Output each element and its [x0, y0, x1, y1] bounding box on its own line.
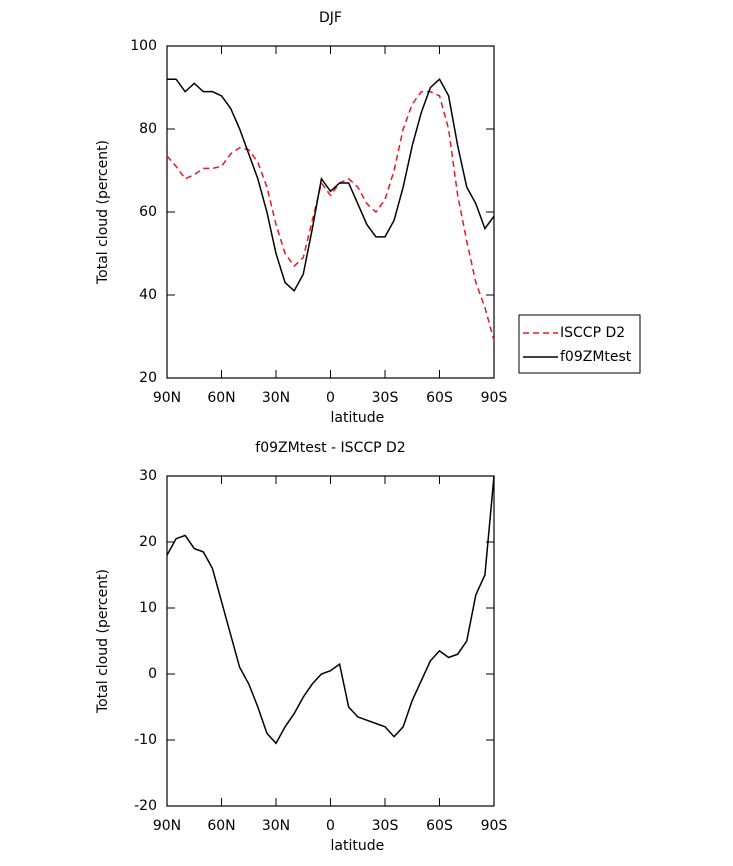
y-tick-label: -10: [134, 732, 157, 748]
x-tick-label: 90N: [153, 390, 181, 406]
x-tick-label: 30S: [372, 390, 399, 406]
y-tick-label: 20: [139, 534, 157, 550]
x-tick-label: 30S: [372, 818, 399, 834]
x-tick-label: 60S: [426, 818, 453, 834]
y-tick-label: 0: [148, 666, 157, 682]
x-tick-label: 90S: [481, 390, 508, 406]
y-tick-label: 30: [139, 468, 157, 484]
x-tick-label: 60N: [207, 818, 235, 834]
y-tick-label: 10: [139, 600, 157, 616]
plot-frame: [166, 45, 495, 379]
x-tick-label: 30N: [262, 818, 290, 834]
x-tick-label: 0: [326, 818, 335, 834]
y-tick-label: -20: [134, 798, 157, 814]
x-axis-label: latitude: [331, 410, 385, 426]
data-line: [166, 90, 495, 341]
legend-label: f09ZMtest: [560, 349, 632, 365]
data-line: [167, 78, 495, 293]
legend-label: ISCCP D2: [560, 325, 625, 341]
y-tick-label: 40: [139, 287, 157, 303]
legend-box: [518, 314, 641, 374]
chart-title: f09ZMtest - ISCCP D2: [255, 440, 405, 456]
y-tick-label: 20: [139, 370, 157, 386]
y-tick-label: 100: [130, 38, 157, 54]
x-tick-label: 30N: [262, 390, 290, 406]
y-tick-label: 60: [139, 204, 157, 220]
x-tick-label: 60S: [426, 390, 453, 406]
x-tick-label: 0: [326, 390, 335, 406]
plot-frame: [166, 475, 495, 807]
y-axis-label: Total cloud (percent): [95, 569, 111, 714]
chart-title: DJF: [319, 10, 342, 26]
y-axis-label: Total cloud (percent): [95, 140, 111, 285]
x-tick-label: 90N: [153, 818, 181, 834]
y-tick-label: 80: [139, 121, 157, 137]
x-tick-label: 60N: [207, 390, 235, 406]
data-line: [166, 475, 495, 745]
x-axis-label: latitude: [331, 838, 385, 854]
x-tick-label: 90S: [481, 818, 508, 834]
